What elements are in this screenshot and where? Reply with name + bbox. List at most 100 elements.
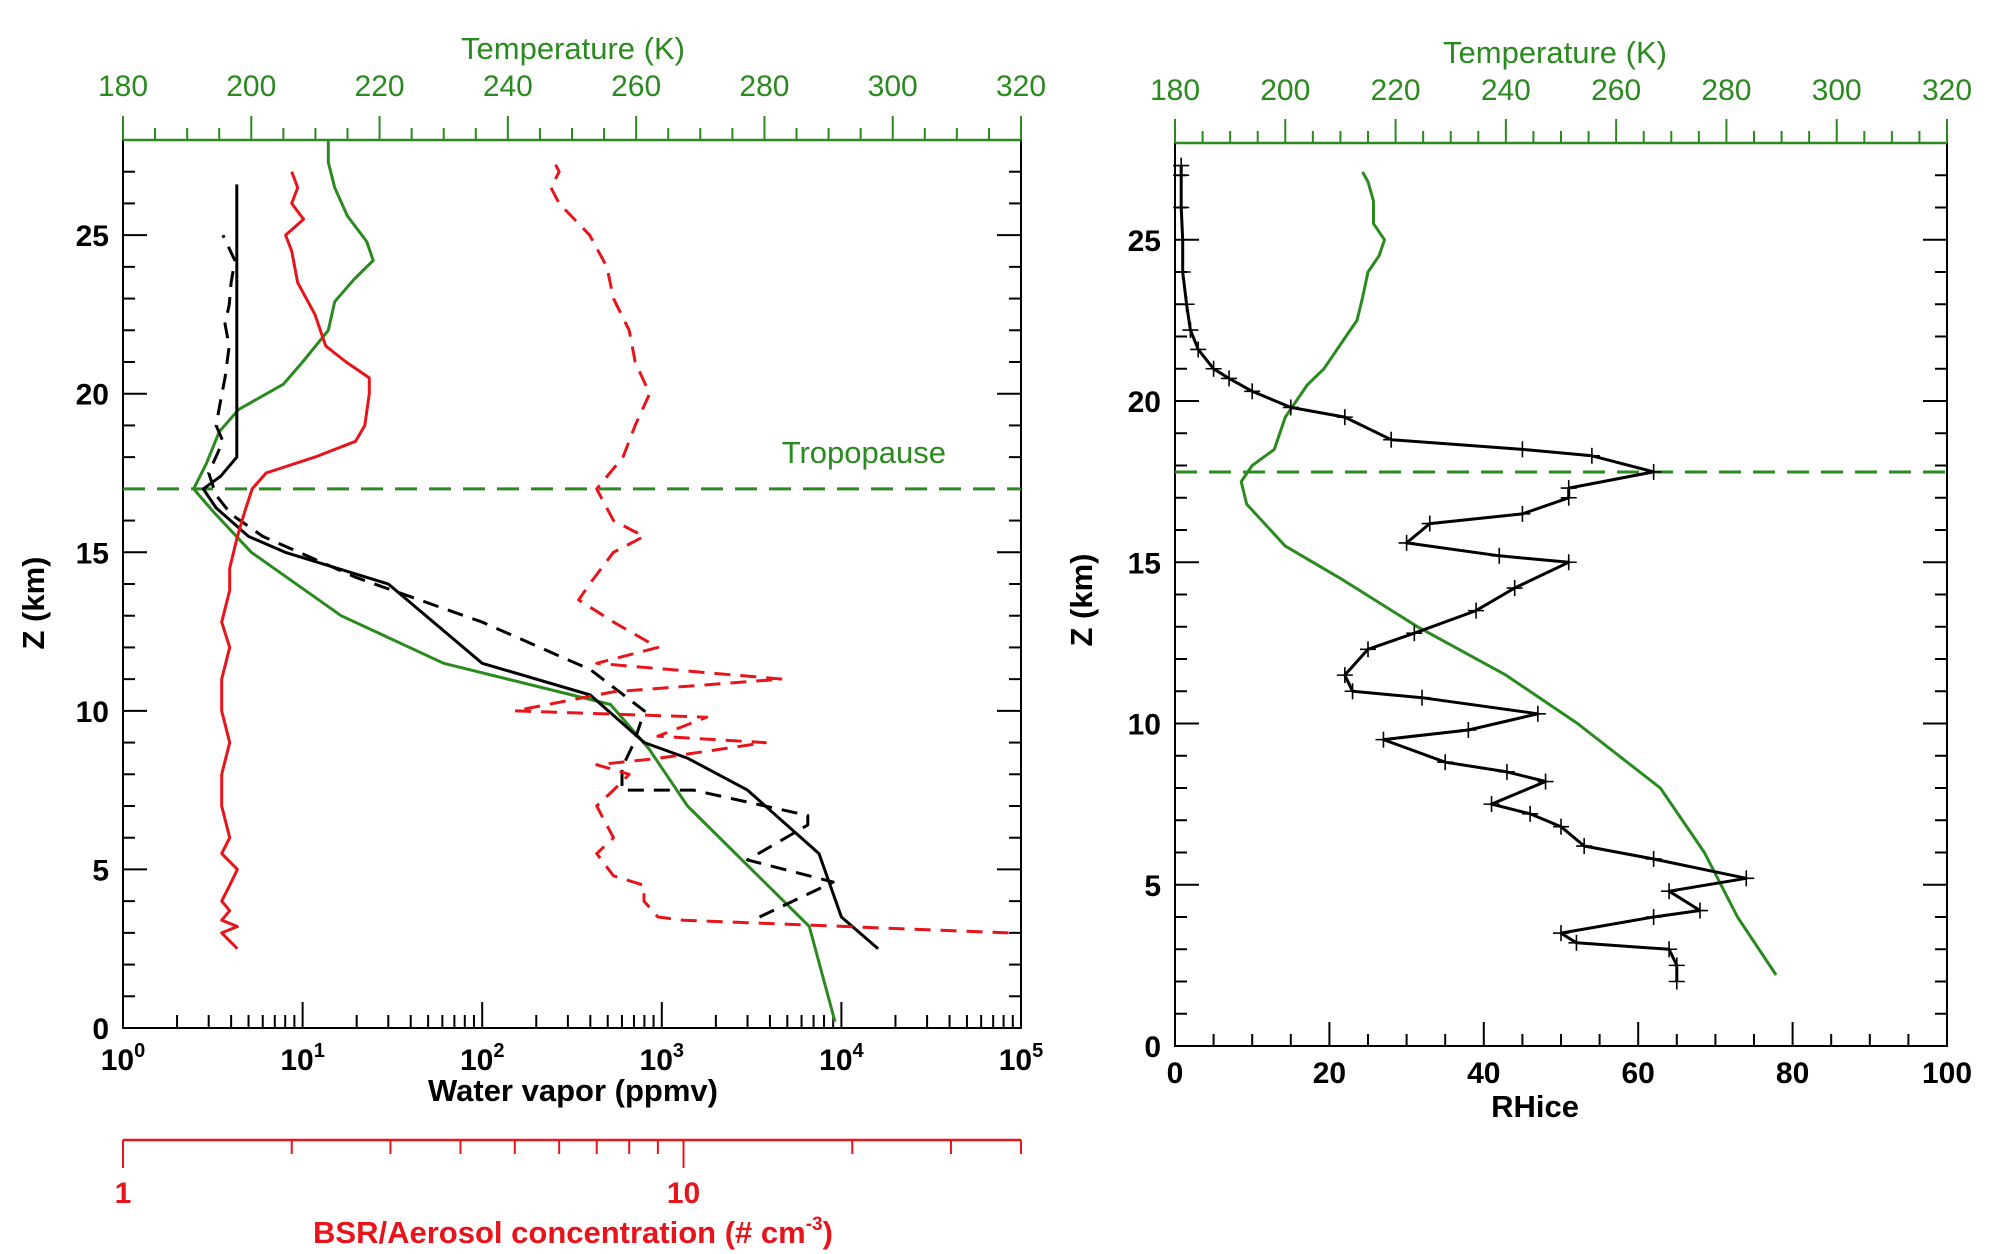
left-temperature-tick-label: 200 xyxy=(226,70,276,103)
right-temperature-tick-label: 180 xyxy=(1150,74,1200,107)
rhice-point-marker xyxy=(1360,641,1376,658)
left-series-water-vapor-dashed xyxy=(207,234,835,919)
rhice-point-marker xyxy=(1514,441,1531,458)
rhice-point-marker xyxy=(1576,838,1593,855)
rhice-point-marker xyxy=(1645,850,1662,867)
rhice-point-marker xyxy=(1383,431,1400,448)
left-series-aerosol-dashed xyxy=(513,155,1009,935)
tick-label-exponent: 4 xyxy=(853,1040,865,1062)
rhice-point-marker xyxy=(1553,925,1569,942)
left-temperature-tick-label: 300 xyxy=(868,70,918,103)
rhice-point-marker xyxy=(1178,296,1195,313)
right-temperature-tick-label: 200 xyxy=(1260,74,1310,107)
right-y-tick-label: 25 xyxy=(1128,225,1161,258)
tick-label-exponent: 5 xyxy=(1032,1040,1043,1062)
aerosol-tick-label: 1 xyxy=(115,1177,132,1210)
rhice-point-marker xyxy=(1738,870,1755,887)
rhice-point-marker xyxy=(1336,409,1353,426)
left-plot-frame xyxy=(122,139,1022,1029)
rhice-point-marker xyxy=(1668,957,1685,974)
rhice-tick-label: 0 xyxy=(1167,1057,1184,1090)
tick-label-exponent: 0 xyxy=(134,1040,145,1062)
left-bottom-axis-title: Water vapor (ppmv) xyxy=(428,1073,718,1108)
tick-label-base: 10 xyxy=(460,1044,493,1077)
rhice-point-marker xyxy=(1483,796,1500,813)
tick-label-base: 10 xyxy=(280,1044,313,1077)
left-temperature-tick-label: 260 xyxy=(611,70,661,103)
right-y-tick-label: 20 xyxy=(1128,386,1161,419)
rhice-tick-label: 100 xyxy=(1922,1057,1972,1090)
tick-label-exponent: 3 xyxy=(673,1040,684,1062)
left-series-aerosol-solid xyxy=(220,171,371,950)
rhice-point-marker xyxy=(1173,199,1190,216)
rhice-point-marker xyxy=(1661,883,1678,900)
rhice-tick-label: 40 xyxy=(1467,1057,1500,1090)
left-top-axis-title: Temperature (K) xyxy=(461,31,685,66)
water-vapor-tick-label: 100 xyxy=(101,1040,146,1077)
right-y-tick-label: 15 xyxy=(1128,547,1161,580)
left-y-tick-label: 25 xyxy=(76,220,109,253)
left-temperature-tick-label: 180 xyxy=(98,70,148,103)
rhice-point-marker xyxy=(1398,534,1415,551)
rhice-point-marker xyxy=(1174,231,1191,248)
rhice-point-marker xyxy=(1190,341,1207,358)
rhice-point-marker xyxy=(1583,447,1600,464)
rhice-tick-label: 80 xyxy=(1776,1057,1809,1090)
rhice-point-marker xyxy=(1460,721,1477,738)
rhice-point-marker xyxy=(1336,667,1353,684)
left-y-tick-label: 10 xyxy=(76,696,109,729)
rhice-point-marker xyxy=(1529,705,1546,722)
rhice-point-marker xyxy=(1344,683,1361,700)
rhice-point-marker xyxy=(1514,505,1531,522)
right-series-temperature xyxy=(1239,171,1778,976)
water-vapor-tick-label: 103 xyxy=(640,1040,685,1077)
rhice-point-marker xyxy=(1244,383,1261,400)
left-temperature-tick-label: 280 xyxy=(739,70,789,103)
rhice-point-marker xyxy=(1661,941,1678,958)
aerosol-axis-title-text: BSR/Aerosol concentration (# cm xyxy=(313,1215,806,1250)
water-vapor-tick-label: 104 xyxy=(819,1040,864,1077)
water-vapor-tick-label: 101 xyxy=(280,1040,325,1077)
rhice-point-marker xyxy=(1437,754,1454,771)
rhice-point-marker xyxy=(1537,773,1554,790)
rhice-point-marker xyxy=(1498,763,1515,780)
tick-label-base: 10 xyxy=(999,1044,1032,1077)
left-series-temperature xyxy=(192,140,837,1023)
tick-label-base: 10 xyxy=(819,1044,852,1077)
rhice-point-marker xyxy=(1205,360,1222,377)
rhice-point-marker xyxy=(1668,973,1685,990)
tick-label-exponent: 1 xyxy=(314,1040,325,1062)
rhice-point-marker xyxy=(1414,689,1431,706)
rhice-point-marker xyxy=(1560,480,1577,497)
left-y-tick-label: 0 xyxy=(92,1013,109,1046)
left-temperature-tick-label: 240 xyxy=(483,70,533,103)
rhice-point-marker xyxy=(1421,515,1438,532)
right-plot-frame xyxy=(1174,142,1948,1047)
left-series-water-vapor-solid xyxy=(201,184,880,950)
rhice-point-marker xyxy=(1560,554,1577,571)
left-y-tick-label: 15 xyxy=(76,537,109,570)
right-y-axis-title: Z (km) xyxy=(1064,554,1099,647)
tick-label-base: 10 xyxy=(640,1044,673,1077)
aerosol-axis-title-end: ) xyxy=(823,1215,833,1250)
left-y-tick-label: 5 xyxy=(92,854,109,887)
aerosol-axis-title: BSR/Aerosol concentration (# cm-3) xyxy=(313,1214,833,1250)
rhice-point-marker xyxy=(1182,322,1199,339)
tropopause-label: Tropopause xyxy=(782,435,946,470)
tick-label-base: 10 xyxy=(101,1044,134,1077)
right-temperature-tick-label: 240 xyxy=(1481,74,1531,107)
right-panel: 0 5 10 15 20 25 0 20 40 60 80 100 180 200 220 240 260 280… xyxy=(1128,74,1972,1090)
right-y-tick-label: 10 xyxy=(1128,709,1161,742)
right-top-axis-title: Temperature (K) xyxy=(1443,35,1667,70)
rhice-point-marker xyxy=(1174,264,1191,280)
right-temperature-tick-label: 220 xyxy=(1371,74,1421,107)
rhice-point-marker xyxy=(1221,370,1238,387)
rhice-point-marker xyxy=(1491,547,1508,564)
rhice-point-marker xyxy=(1506,580,1523,597)
tick-label-exponent: 2 xyxy=(493,1040,504,1062)
rhice-point-marker xyxy=(1553,818,1569,835)
rhice-point-marker xyxy=(1173,157,1190,174)
right-temperature-tick-label: 260 xyxy=(1591,74,1641,107)
